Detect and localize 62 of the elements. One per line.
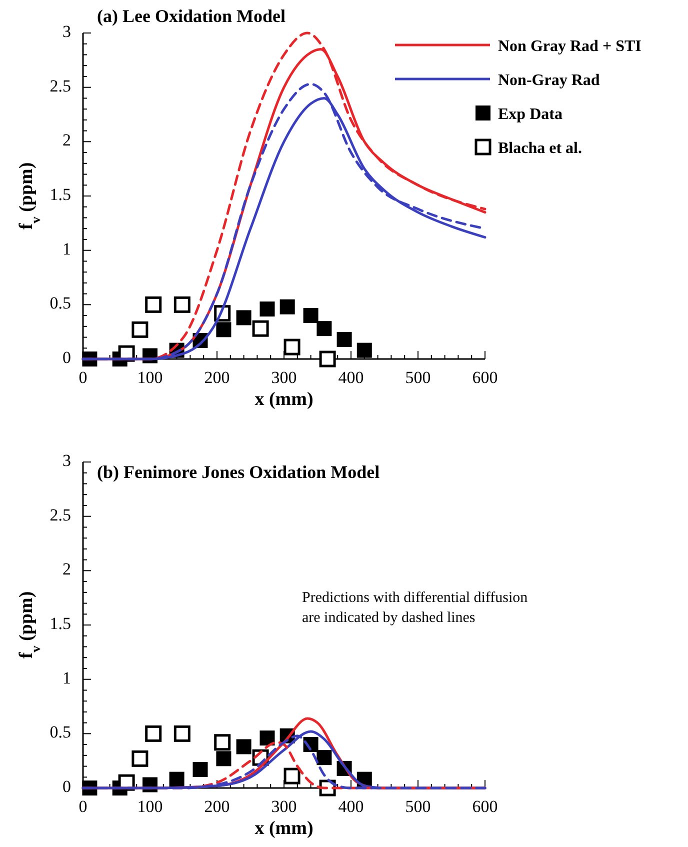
text: Non Gray Rad + STI	[498, 38, 642, 55]
chart-title: (b) Fenimore Jones Oxidation Model	[97, 462, 380, 482]
point	[280, 299, 295, 314]
point	[192, 762, 208, 778]
point	[174, 296, 190, 313]
point	[236, 739, 252, 754]
x-tick-label: 500	[405, 797, 431, 816]
x-tick-label: 400	[338, 797, 364, 816]
text: Non-Gray Rad	[498, 72, 600, 89]
point	[356, 342, 372, 358]
annotation: Predictions with differential diffusion are indicated by dashed lines	[302, 590, 528, 626]
x-tick-label: 500	[405, 368, 431, 387]
point	[216, 322, 232, 338]
point	[174, 725, 190, 742]
x-tick-label: 600	[472, 368, 498, 387]
legend-label: Exp Data	[498, 106, 562, 123]
y-tick-label: 2.5	[50, 76, 71, 96]
y-tick-label: 0	[62, 348, 71, 367]
point	[303, 308, 318, 324]
point	[319, 350, 336, 368]
point	[169, 772, 184, 787]
x-tick-label: 100	[137, 368, 163, 387]
x-tick-label: 100	[137, 797, 163, 816]
y-tick-label: 1.5	[50, 185, 71, 204]
point	[336, 332, 352, 347]
point	[316, 750, 332, 766]
point	[284, 338, 300, 356]
x-tick-label: 300	[271, 797, 297, 816]
point	[260, 302, 275, 317]
x-axis-title: x (mm)	[254, 389, 314, 410]
y-tick-label: 3	[62, 451, 71, 470]
point	[214, 734, 231, 751]
x-tick-label: 0	[78, 797, 88, 816]
point	[252, 320, 269, 337]
x-tick-label: 600	[472, 797, 498, 816]
x-tick-label: 200	[204, 797, 230, 816]
point	[260, 730, 275, 746]
x-axis-title: x (mm)	[254, 818, 314, 839]
x-tick-label: 400	[338, 368, 364, 387]
y-tick-label: 2	[62, 560, 71, 579]
point	[145, 725, 162, 742]
y-tick-label: 2	[62, 130, 71, 150]
point	[284, 768, 300, 784]
x-tick-label: 300	[271, 368, 297, 387]
x-tick-label: 200	[204, 368, 230, 387]
y-tick-label: 3	[62, 22, 71, 41]
point	[145, 296, 162, 313]
point	[216, 751, 232, 766]
point	[132, 321, 148, 338]
y-tick-label: 0	[62, 777, 71, 796]
point	[236, 310, 252, 326]
y-tick-label: 1	[62, 239, 71, 258]
x-tick-label: 0	[78, 368, 88, 387]
y-tick-label: 0.5	[50, 722, 71, 742]
point	[316, 321, 332, 336]
legend-label: Blacha et al.	[498, 140, 582, 157]
point	[132, 750, 148, 767]
y-tick-label: 2.5	[50, 505, 71, 524]
y-tick-label: 1	[62, 668, 71, 688]
chart-title: (a) Lee Oxidation Model	[97, 6, 286, 26]
y-tick-label: 0.5	[50, 294, 71, 313]
y-tick-label: 1.5	[50, 614, 71, 633]
